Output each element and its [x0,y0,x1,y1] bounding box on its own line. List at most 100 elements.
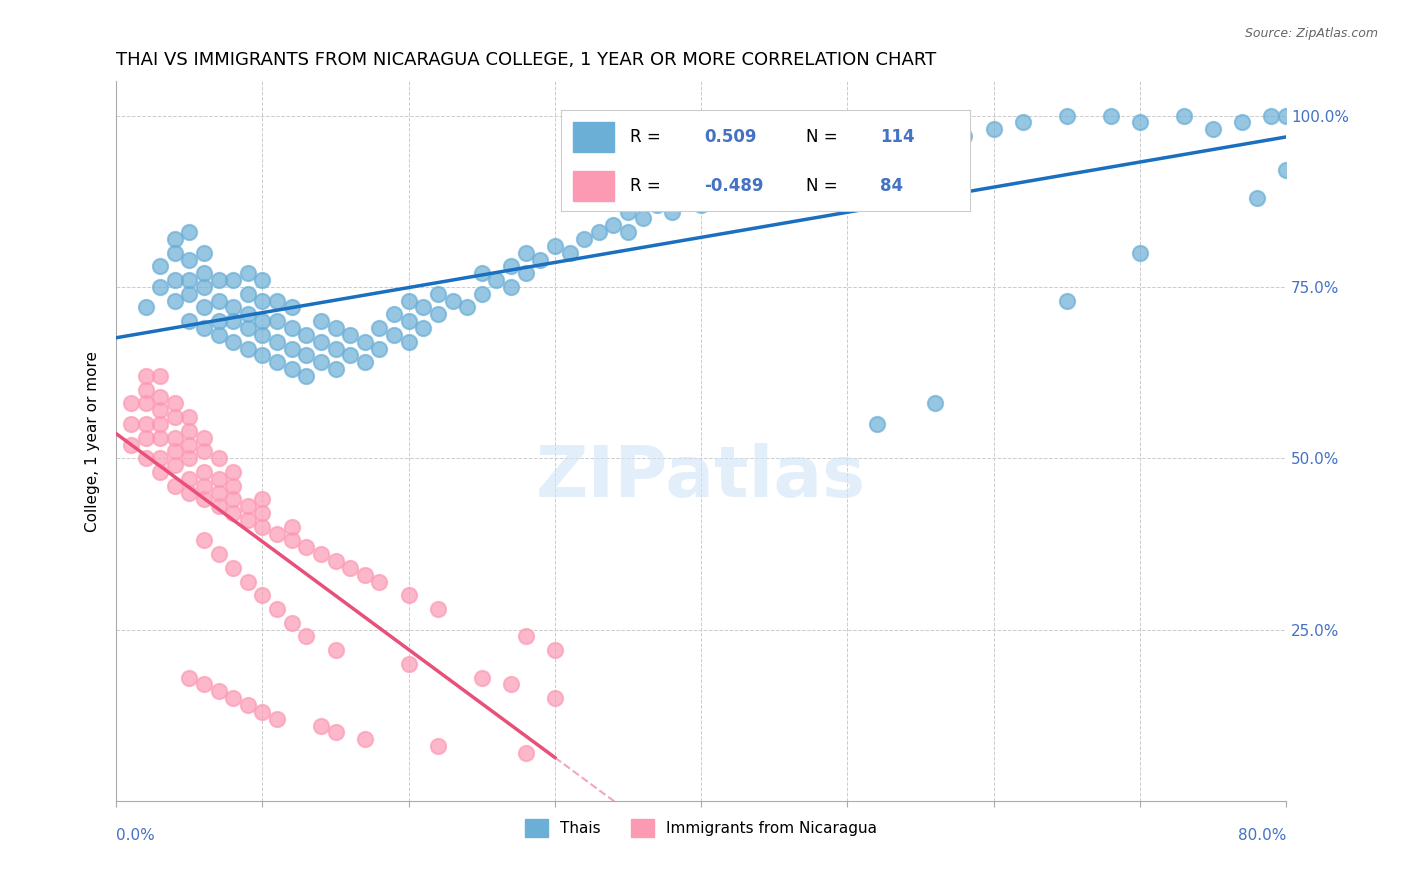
Point [207,485,229,500]
Point [193,321,215,335]
Point [544,239,567,253]
Point [295,629,318,643]
Point [193,492,215,507]
Point [763,170,786,185]
Point [398,334,420,349]
Point [1202,122,1225,136]
Point [471,286,494,301]
Point [515,245,537,260]
Point [163,273,186,287]
Point [193,280,215,294]
Point [179,410,201,425]
Point [193,478,215,492]
Point [309,334,332,349]
Point [193,301,215,315]
Point [236,321,259,335]
Point [280,533,302,548]
Point [179,451,201,466]
Point [309,718,332,732]
Point [412,301,434,315]
Point [179,286,201,301]
Point [368,574,391,589]
Point [252,273,274,287]
Point [441,293,464,308]
Point [207,273,229,287]
Point [325,554,347,568]
Point [1129,245,1152,260]
Point [353,732,375,747]
Point [426,739,449,753]
Point [353,355,375,369]
Y-axis label: College, 1 year or more: College, 1 year or more [86,351,100,532]
Text: 0.0%: 0.0% [117,828,155,843]
Point [252,492,274,507]
Point [309,547,332,561]
Point [222,478,245,492]
Point [179,485,201,500]
Point [880,143,903,157]
Point [1099,109,1122,123]
Point [149,431,172,445]
Point [236,286,259,301]
Point [193,245,215,260]
Point [236,342,259,356]
Point [179,472,201,486]
Point [207,684,229,698]
Point [134,301,156,315]
Point [134,383,156,397]
Point [236,500,259,514]
Point [924,396,946,410]
Point [325,342,347,356]
Point [266,526,288,541]
Point [572,232,595,246]
Point [222,301,245,315]
Point [149,260,172,274]
Point [617,225,640,239]
Text: THAI VS IMMIGRANTS FROM NICARAGUA COLLEGE, 1 YEAR OR MORE CORRELATION CHART: THAI VS IMMIGRANTS FROM NICARAGUA COLLEG… [117,51,936,69]
Point [734,177,756,191]
Point [252,327,274,342]
Legend: Thais, Immigrants from Nicaragua: Thais, Immigrants from Nicaragua [519,813,883,844]
Point [163,232,186,246]
Point [266,602,288,616]
Point [266,293,288,308]
Point [163,431,186,445]
Point [280,615,302,630]
Point [1056,293,1078,308]
Point [339,561,361,575]
Point [398,314,420,328]
Point [252,348,274,362]
Point [1230,115,1253,129]
Point [207,293,229,308]
Point [295,327,318,342]
Point [398,657,420,671]
Point [661,204,683,219]
Point [690,197,713,211]
Point [910,136,932,150]
Point [280,321,302,335]
Point [1260,109,1282,123]
Point [207,327,229,342]
Point [207,472,229,486]
Point [163,245,186,260]
Point [426,602,449,616]
Point [295,369,318,384]
Point [426,286,449,301]
Point [1275,163,1298,178]
Point [280,362,302,376]
Point [353,567,375,582]
Point [193,677,215,691]
Point [325,321,347,335]
Point [236,307,259,321]
Point [207,547,229,561]
Point [1246,191,1268,205]
Point [515,629,537,643]
Text: ZIPatlas: ZIPatlas [536,442,866,512]
Point [179,671,201,685]
Point [134,369,156,384]
Point [120,437,142,451]
Point [325,643,347,657]
Point [456,301,478,315]
Point [266,712,288,726]
Point [471,266,494,280]
